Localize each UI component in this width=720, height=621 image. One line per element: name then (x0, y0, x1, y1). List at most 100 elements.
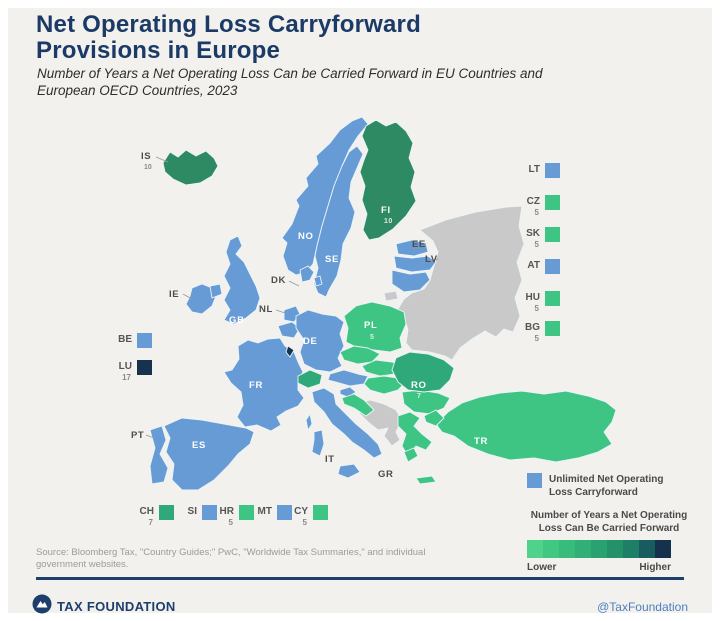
countries-unlimited (149, 116, 437, 491)
legend-lu-code: LU (118, 361, 132, 372)
label-nl: NL (259, 304, 273, 315)
legend-entry-hu: HU 5 (516, 291, 560, 313)
title-line2: Provisions in Europe (36, 36, 281, 64)
country-romania (391, 351, 455, 393)
legend-entry-hr: HR 5 (210, 505, 254, 527)
key-unlimited-label: Unlimited Net Operating Loss Carryforwar… (549, 474, 664, 498)
legend-hu-value: 5 (534, 304, 539, 313)
country-sicily (337, 463, 361, 479)
country-belgium (277, 321, 301, 339)
label-pt: PT (131, 430, 144, 441)
gradient-cell-6 (607, 540, 623, 558)
country-hungary (363, 375, 407, 395)
gradient-cell-9 (655, 540, 671, 558)
label-lv: LV (425, 254, 438, 265)
key-gradient-ends: Lower Higher (527, 562, 671, 573)
legend-entry-bg: BG 5 (516, 321, 560, 343)
title-line1: Net Operating Loss Carryforward (36, 11, 421, 38)
label-pl: PL (364, 320, 378, 331)
country-sweden (313, 145, 364, 298)
legend-cy-value: 5 (302, 518, 307, 527)
page-subtitle: Number of Years a Net Operating Loss Can… (37, 66, 543, 98)
legend-sk-swatch (545, 227, 560, 242)
label-gb: GB (229, 315, 245, 326)
label-pointer-lines (145, 156, 439, 439)
legend-entry-mt: MT (248, 505, 292, 520)
label-is: IS (141, 151, 151, 162)
country-ireland (185, 283, 217, 315)
gradient-cell-8 (639, 540, 655, 558)
key-years-heading: Number of Years a Net Operating Loss Can… (530, 510, 688, 534)
legend-cz-code: CZ (526, 196, 540, 207)
label-gr: GR (378, 469, 393, 480)
countries-five-years (339, 301, 617, 485)
map-key: Unlimited Net Operating Loss Carryforwar… (527, 473, 691, 573)
legend-at-code: AT (527, 260, 540, 271)
legend-si-code: SI (187, 506, 197, 517)
source-note: Source: Bloomberg Tax, "Country Guides;"… (36, 547, 426, 571)
country-austria (327, 369, 369, 387)
countries-ten-years (162, 119, 417, 241)
country-czechia (339, 345, 381, 365)
label-tr: TR (474, 436, 488, 447)
label-ro: RO (411, 380, 427, 391)
country-italy (311, 387, 383, 459)
legend-sk-code: SK (526, 228, 540, 239)
europe-choropleth-map: NO SE FI 10 GB DE PL 5 FR ES RO 7 TR IS … (131, 116, 617, 491)
legend-bg-value: 5 (534, 334, 539, 343)
legend-entry-lu: LU 17 (108, 360, 152, 382)
legend-entry-ch: CH 7 (130, 505, 174, 527)
legend-hr-swatch (239, 505, 254, 520)
country-iceland (162, 149, 219, 186)
legend-cz-value: 5 (534, 208, 539, 217)
country-bulgaria (401, 389, 451, 415)
legend-lu-value: 17 (122, 373, 131, 382)
country-crete (415, 475, 437, 485)
country-corsica (305, 413, 313, 431)
legend-bg-swatch (545, 321, 560, 336)
label-no: NO (298, 231, 314, 242)
tax-foundation-logo-icon (32, 594, 52, 614)
gradient-cell-4 (575, 540, 591, 558)
gradient-cell-5 (591, 540, 607, 558)
country-switzerland (297, 369, 323, 389)
legend-entry-si: SI (173, 505, 217, 520)
country-northern-ireland (209, 283, 223, 299)
country-finland (359, 119, 417, 241)
country-france (223, 337, 305, 432)
legend-bg-code: BG (525, 322, 540, 333)
country-poland (343, 301, 407, 353)
label-dk: DK (271, 275, 286, 286)
map-country-labels-light: NO SE FI 10 GB DE PL 5 FR ES RO 7 TR (192, 205, 488, 451)
label-is-value: 10 (144, 164, 152, 171)
legend-si-swatch (202, 505, 217, 520)
legend-entry-cz: CZ 5 (516, 195, 560, 217)
key-lower-label: Lower (527, 562, 557, 573)
legend-entry-be: BE (108, 333, 152, 348)
brand-name: TAX FOUNDATION (57, 599, 176, 614)
label-ie: IE (169, 289, 179, 300)
country-turkey (435, 390, 617, 463)
key-unlimited-swatch (527, 473, 542, 488)
gradient-cell-3 (559, 540, 575, 558)
gradient-cell-2 (543, 540, 559, 558)
label-ro-value: 7 (417, 393, 421, 400)
legend-hr-value: 5 (228, 518, 233, 527)
key-higher-label: Higher (639, 562, 671, 573)
key-unlimited-row: Unlimited Net Operating Loss Carryforwar… (527, 473, 691, 499)
legend-entry-lt: LT (516, 163, 560, 178)
country-turkey-thrace (423, 409, 445, 427)
country-estonia (395, 239, 429, 257)
gradient-cell-1 (527, 540, 543, 558)
country-lithuania (391, 269, 431, 293)
legend-at-swatch (545, 259, 560, 274)
country-sardinia (311, 429, 325, 457)
page-title: Net Operating Loss Carryforward Provisio… (36, 12, 656, 64)
label-se: SE (325, 254, 339, 265)
country-spain (163, 417, 255, 491)
legend-ch-swatch (159, 505, 174, 520)
key-gradient-bar (527, 540, 671, 558)
twitter-handle-link[interactable]: @TaxFoundation (597, 600, 688, 614)
legend-entry-cy: CY 5 (284, 505, 328, 527)
legend-be-swatch (137, 333, 152, 348)
